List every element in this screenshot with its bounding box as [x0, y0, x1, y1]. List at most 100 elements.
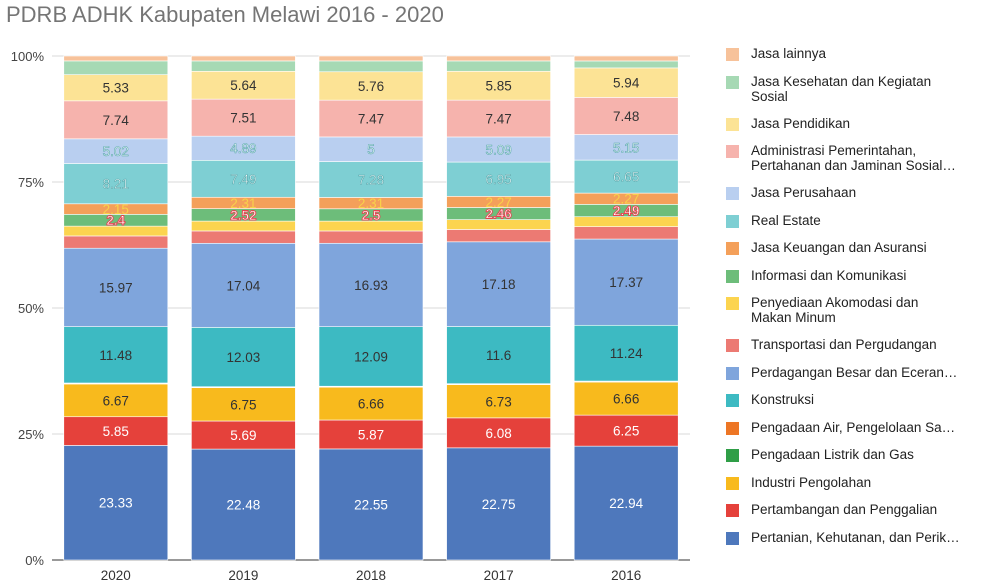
data-label: 2.46: [485, 207, 512, 222]
legend-swatch: [726, 297, 739, 310]
y-tick-label: 50%: [18, 301, 44, 316]
bar-segment: [191, 70, 296, 100]
bar-segment: [63, 60, 169, 75]
bar-segment: [446, 241, 551, 327]
bar-segment: [191, 242, 296, 328]
legend-item[interactable]: Pertanian, Kehutanan, dan Perik…: [726, 530, 988, 545]
legend-item[interactable]: Konstruksi: [726, 392, 988, 407]
data-label: 5.02: [103, 144, 129, 159]
data-label: 22.55: [354, 497, 388, 512]
bar-segment: [63, 445, 169, 561]
bar-segment: [63, 163, 169, 205]
legend-label: Pengadaan Air, Pengelolaan Sa…: [751, 419, 956, 435]
legend-swatch: [726, 145, 739, 158]
legend-item[interactable]: Administrasi Pemerintahan, Pertahanan da…: [726, 143, 988, 173]
bar-segment: [446, 136, 551, 163]
y-tick-label: 0%: [25, 553, 44, 568]
legend-label: Jasa lainnya: [751, 46, 827, 61]
bar-segment: [446, 326, 551, 385]
bar-segment: [446, 161, 551, 197]
data-label: 23.33: [99, 496, 133, 511]
legend-swatch: [726, 75, 739, 89]
data-label: 2.49: [613, 204, 639, 219]
legend-label: Pertambangan dan Penggalian: [751, 502, 938, 517]
legend-label: Jasa Keuangan dan Asuransi: [751, 240, 927, 255]
legend-item[interactable]: Pengadaan Listrik dan Gas: [726, 447, 988, 462]
data-label: 6.65: [613, 170, 639, 185]
legend-item[interactable]: Pengadaan Air, Pengelolaan Sa…: [726, 420, 988, 435]
data-label: 7.49: [230, 172, 256, 187]
data-label: 7.74: [103, 113, 130, 128]
legend-label: Jasa Perusahaan: [751, 185, 857, 200]
bar-segment: [446, 60, 551, 72]
legend-label: Transportasi dan Pergudangan: [751, 337, 937, 352]
chart-title: PDRB ADHK Kabupaten Melawi 2016 - 2020: [6, 2, 444, 27]
data-label: 17.04: [227, 278, 261, 293]
data-label: 5.76: [358, 79, 384, 94]
bar-segment: [573, 55, 679, 62]
bar-segment: [446, 55, 551, 62]
legend-item[interactable]: Jasa Perusahaan: [726, 185, 988, 200]
bar-segment: [63, 247, 169, 327]
data-label: 7.47: [358, 112, 384, 127]
legend-label: Real Estate: [751, 212, 821, 228]
bar-segment: [63, 235, 169, 249]
legend-label: Industri Pengolahan: [751, 474, 872, 490]
bar-segment: [191, 230, 296, 244]
legend-item[interactable]: Industri Pengolahan: [726, 475, 988, 490]
legend-item[interactable]: Perdagangan Besar dan Eceran…: [726, 365, 988, 380]
data-label: 5.87: [358, 427, 384, 442]
legend-item[interactable]: Jasa lainnya: [726, 46, 988, 61]
bar-segment: [446, 99, 551, 138]
data-label: 7.48: [613, 109, 639, 124]
x-tick-label: 2019: [228, 568, 258, 583]
x-tick-label: 2018: [356, 568, 386, 583]
bar-segment: [573, 67, 679, 98]
data-label: 5.85: [485, 79, 511, 94]
bar-segment: [318, 326, 424, 387]
legend-item[interactable]: Pertambangan dan Penggalian: [726, 502, 988, 517]
data-label: 6.75: [230, 397, 256, 412]
legend-item[interactable]: Jasa Keuangan dan Asuransi: [726, 240, 988, 255]
bar-segment: [318, 71, 424, 101]
bar-segment: [63, 383, 169, 418]
x-tick-label: 2017: [484, 568, 514, 583]
legend-label: Konstruksi: [751, 392, 815, 407]
legend-label: Administrasi Pemerintahan, Pertahanan da…: [751, 143, 956, 173]
legend-swatch: [726, 531, 739, 545]
legend-swatch: [726, 339, 739, 352]
data-label: 7.28: [358, 172, 384, 187]
data-label: 7.51: [230, 111, 256, 126]
legend-label: Pengadaan Listrik dan Gas: [751, 447, 914, 462]
bar-segment: [191, 448, 296, 561]
bar-segment: [63, 100, 169, 140]
data-label: 6.66: [358, 397, 384, 412]
bar-segment: [318, 161, 424, 198]
legend-item[interactable]: Penyediaan Akomodasi dan Makan Minum: [726, 295, 988, 325]
bar-segment: [573, 445, 679, 561]
bar-segment: [191, 327, 296, 388]
legend-swatch: [726, 214, 739, 228]
bar-segment: [446, 229, 551, 243]
bar-segment: [318, 60, 424, 73]
legend-item[interactable]: Transportasi dan Pergudangan: [726, 337, 988, 352]
data-label: 6.66: [613, 392, 639, 407]
data-label: 6.95: [485, 172, 511, 187]
chart-plot-area: 0% 25% 50% 75% 100% 23.33 5.85 6.67 11.48 15.97 2.…: [11, 49, 690, 583]
data-label: 5.85: [103, 424, 129, 439]
bar-segment: [318, 230, 424, 244]
data-label: 2.27: [613, 192, 639, 207]
legend-swatch: [726, 449, 739, 462]
y-tick-label: 100%: [11, 49, 45, 64]
bar-segment: [63, 416, 169, 446]
data-label: 15.97: [99, 280, 133, 295]
bar-segment: [318, 99, 424, 138]
legend-item[interactable]: Jasa Pendidikan: [726, 116, 988, 131]
data-label: 6.67: [103, 393, 129, 408]
legend-item[interactable]: Real Estate: [726, 213, 988, 228]
legend-swatch: [726, 366, 739, 380]
legend-item[interactable]: Jasa Kesehatan dan Kegiatan Sosial: [726, 74, 988, 104]
data-label: 2.5: [362, 208, 381, 223]
legend-item[interactable]: Informasi dan Komunikasi: [726, 268, 988, 283]
bar-segment: [318, 136, 424, 162]
